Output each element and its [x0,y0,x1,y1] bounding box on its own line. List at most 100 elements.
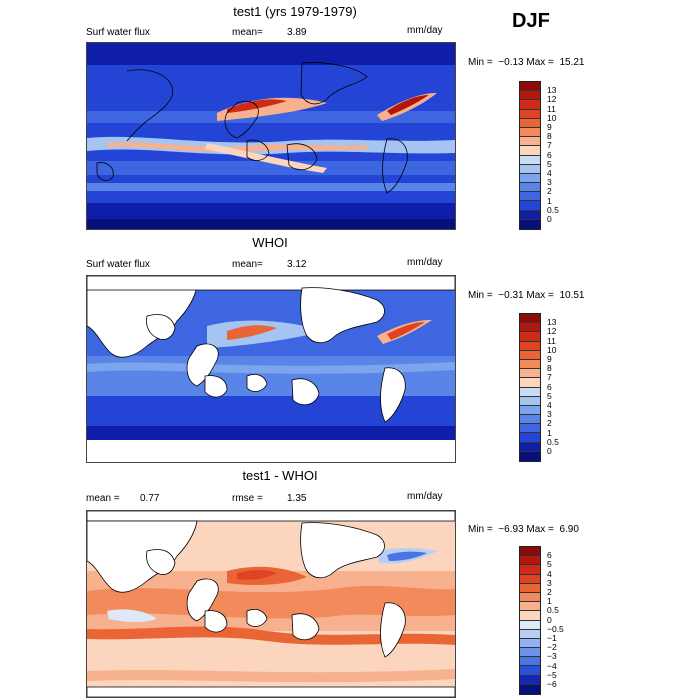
colorbar-tick-label: 6 [547,550,552,561]
colorbar-tick-label: 8 [547,131,552,142]
colorbar-tick-label: 3 [547,577,552,588]
panel3-mean-label: mean = [86,493,120,504]
colorbar-swatch [520,201,540,211]
colorbar-tick-label: 5 [547,158,552,169]
colorbar-swatch [520,547,540,557]
colorbar-swatch [520,219,540,229]
panel1-variable: Surf water flux [86,27,150,38]
colorbar-swatch [520,602,540,612]
colorbar-tick-label: 8 [547,363,552,374]
colorbar-tick-label: 1 [547,195,552,206]
panel2-colorbar [519,313,541,462]
colorbar-tick-label: 11 [547,335,556,346]
colorbar-swatch [520,155,540,165]
panel3-colorbar-ticks: 6 5 4 3 2 1 0.5 0 −0.5 −1 −2 −3 −4 −5 −6 [547,547,587,689]
colorbar-swatch [520,638,540,649]
colorbar-tick-label: −4 [547,660,557,671]
colorbar-tick-label: 4 [547,168,552,178]
colorbar-swatch [520,648,540,658]
colorbar-swatch [520,137,540,147]
colorbar-swatch [520,405,540,416]
colorbar-tick-label: 9 [547,122,552,132]
colorbar-swatch [520,341,540,351]
colorbar-swatch [520,100,540,110]
colorbar-tick-label: 0.5 [547,436,559,447]
colorbar-swatch [520,378,540,388]
colorbar-swatch [520,173,540,184]
panel3-minmax: Min = −6.93 Max = 6.90 [468,524,579,535]
colorbar-tick-label: 9 [547,354,552,364]
colorbar-swatch [520,396,540,406]
colorbar-swatch [520,565,540,575]
colorbar-tick-label: 6 [547,149,552,160]
panel1-mean-value: 3.89 [287,27,307,38]
panel2-variable: Surf water flux [86,259,150,270]
colorbar-tick-label: 0 [547,214,552,224]
colorbar-tick-label: 10 [547,344,557,355]
colorbar-tick-label: 6 [547,381,552,392]
panel1-title: test1 (yrs 1979-1979) [233,4,357,19]
colorbar-swatch [520,592,540,603]
panel2-mean-label: mean= [232,259,263,270]
colorbar-swatch [520,574,540,584]
colorbar-swatch [520,424,540,434]
colorbar-tick-label: 2 [547,186,552,197]
panel1-map [86,42,456,230]
colorbar-tick-label: 5 [547,559,552,570]
panel3-title: test1 - WHOI [242,468,318,483]
panel1-units: mm/day [407,25,443,36]
colorbar-tick-label: 10 [547,112,557,123]
panel3-mean-value: 0.77 [140,493,160,504]
colorbar-swatch [520,359,540,370]
colorbar-swatch [520,369,540,379]
colorbar-swatch [520,127,540,138]
colorbar-tick-label: 2 [547,587,552,597]
colorbar-swatch [520,350,540,360]
colorbar-swatch [520,118,540,128]
panel3-rmse-value: 1.35 [287,493,307,504]
colorbar-swatch [520,629,540,639]
panel2-map [86,275,456,463]
colorbar-swatch [520,82,540,92]
colorbar-swatch [520,620,540,630]
colorbar-tick-label: 0 [547,446,552,456]
colorbar-swatch [520,91,540,101]
colorbar-tick-label: 12 [547,326,557,337]
panel1-colorbar-ticks: 13 12 11 10 9 8 7 6 5 4 3 2 1 0.5 0 [547,82,587,224]
colorbar-swatch [520,323,540,333]
colorbar-tick-label: −0.5 [547,623,564,634]
colorbar-swatch [520,164,540,174]
panel2-mean-value: 3.12 [287,259,307,270]
colorbar-tick-label: 4 [547,568,552,579]
panel3-colorbar-swatches [520,547,540,694]
colorbar-swatch [520,675,540,685]
colorbar-tick-label: 1 [547,427,552,438]
panel3-map-image [87,511,455,697]
panel3-rmse-label: rmse = [232,493,263,504]
panel1-mean-label: mean= [232,27,263,38]
colorbar-swatch [520,451,540,461]
colorbar-swatch [520,666,540,676]
panel3-units: mm/day [407,491,443,502]
colorbar-swatch [520,109,540,119]
panel1-minmax: Min = −0.13 Max = 15.21 [468,57,585,68]
colorbar-tick-label: 0 [547,614,552,625]
panel2-minmax: Min = −0.31 Max = 10.51 [468,290,585,301]
colorbar-tick-label: −5 [547,669,557,680]
panel1-colorbar-swatches [520,82,540,229]
colorbar-swatch [520,387,540,397]
colorbar-tick-label: 0.5 [547,605,559,616]
colorbar-tick-label: −1 [547,633,557,643]
colorbar-swatch [520,556,540,566]
colorbar-tick-label: 3 [547,409,552,420]
colorbar-swatch [520,583,540,593]
colorbar-swatch [520,314,540,324]
panel2-units: mm/day [407,257,443,268]
colorbar-tick-label: −3 [547,651,557,662]
colorbar-swatch [520,210,540,220]
colorbar-swatch [520,684,540,694]
colorbar-swatch [520,442,540,452]
panel3-map [86,510,456,698]
colorbar-swatch [520,415,540,425]
colorbar-swatch [520,183,540,193]
